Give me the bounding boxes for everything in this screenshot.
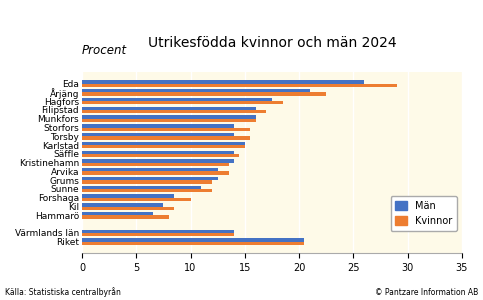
Bar <box>82 198 190 201</box>
Bar <box>82 98 272 101</box>
Bar <box>82 242 304 245</box>
Bar <box>82 151 234 154</box>
Bar <box>82 215 169 219</box>
Bar <box>82 180 212 184</box>
Bar <box>82 136 250 140</box>
Bar <box>82 212 153 215</box>
Bar <box>82 154 240 157</box>
Bar <box>82 106 256 110</box>
Text: Procent: Procent <box>82 44 127 58</box>
Bar <box>82 230 234 233</box>
Bar <box>82 163 228 166</box>
Bar <box>82 145 245 148</box>
Bar <box>82 238 304 242</box>
Bar <box>82 124 234 127</box>
Bar <box>82 133 234 136</box>
Bar <box>82 84 397 87</box>
Bar <box>82 128 250 131</box>
Bar <box>82 80 364 84</box>
Bar <box>82 207 174 210</box>
Bar <box>82 171 228 175</box>
Bar <box>82 119 256 122</box>
Legend: Män, Kvinnor: Män, Kvinnor <box>391 196 457 231</box>
Bar <box>82 142 245 145</box>
Bar <box>82 159 234 163</box>
Bar <box>82 186 201 189</box>
Bar <box>82 116 256 119</box>
Bar <box>82 203 163 207</box>
Text: Källa: Statistiska centralbyrån: Källa: Statistiska centralbyrån <box>5 287 121 297</box>
Title: Utrikesfödda kvinnor och män 2024: Utrikesfödda kvinnor och män 2024 <box>148 36 396 50</box>
Bar <box>82 189 212 192</box>
Bar <box>82 168 218 171</box>
Bar <box>82 233 234 236</box>
Bar <box>82 177 218 180</box>
Bar <box>82 194 174 198</box>
Bar <box>82 110 267 113</box>
Bar <box>82 101 283 104</box>
Text: © Pantzare Information AB: © Pantzare Information AB <box>375 288 478 297</box>
Bar <box>82 89 310 92</box>
Bar <box>82 92 326 96</box>
